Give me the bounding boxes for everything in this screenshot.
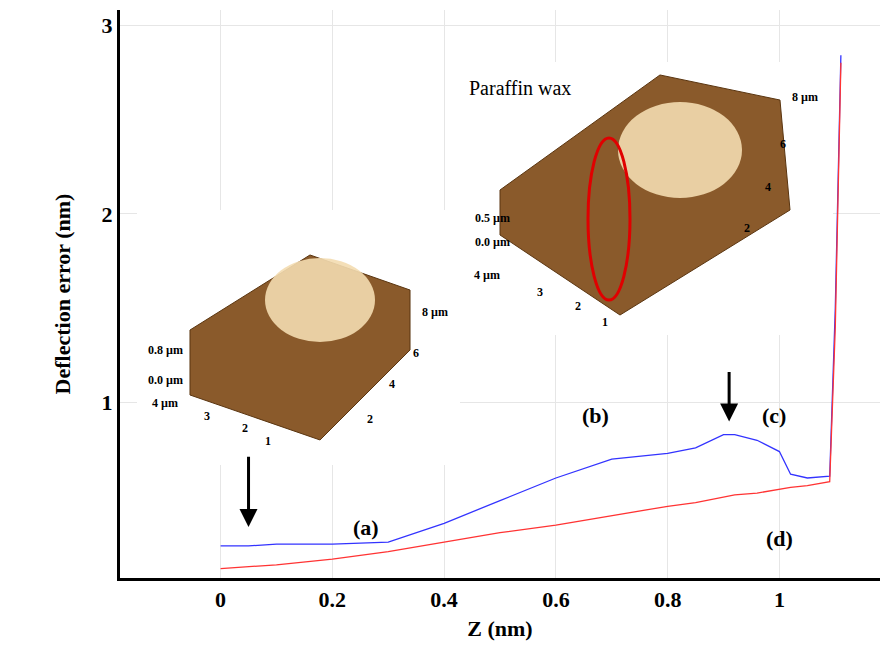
svg-text:0: 0 — [215, 587, 226, 612]
svg-text:(d): (d) — [766, 526, 793, 551]
svg-text:1: 1 — [774, 587, 785, 612]
svg-text:2: 2 — [367, 412, 373, 426]
svg-text:8 µm: 8 µm — [422, 305, 448, 319]
svg-text:2: 2 — [575, 299, 581, 313]
svg-text:0.0 µm: 0.0 µm — [475, 235, 510, 249]
svg-text:8 µm: 8 µm — [792, 90, 818, 104]
svg-text:1: 1 — [602, 315, 608, 329]
svg-text:0.8: 0.8 — [654, 587, 682, 612]
svg-text:4: 4 — [765, 180, 771, 194]
svg-text:Z (nm): Z (nm) — [467, 616, 532, 641]
svg-text:(c): (c) — [762, 403, 786, 428]
svg-text:4 µm: 4 µm — [152, 396, 178, 410]
svg-text:0.4: 0.4 — [430, 587, 458, 612]
svg-text:1: 1 — [265, 434, 271, 448]
svg-text:0.0 µm: 0.0 µm — [148, 373, 183, 387]
svg-text:2: 2 — [744, 221, 750, 235]
svg-text:0.2: 0.2 — [319, 587, 347, 612]
svg-text:6: 6 — [413, 346, 419, 360]
svg-text:1: 1 — [102, 390, 113, 415]
svg-text:Paraffin wax: Paraffin wax — [469, 77, 571, 99]
svg-text:3: 3 — [537, 285, 543, 299]
svg-text:4 µm: 4 µm — [474, 268, 500, 282]
svg-text:2: 2 — [242, 421, 248, 435]
svg-text:0.5 µm: 0.5 µm — [475, 211, 510, 225]
svg-text:6: 6 — [780, 137, 786, 151]
svg-text:(a): (a) — [353, 515, 379, 540]
svg-text:0.8 µm: 0.8 µm — [148, 343, 183, 357]
svg-text:Deflection error (nm): Deflection error (nm) — [50, 194, 75, 395]
svg-text:3: 3 — [204, 409, 210, 423]
svg-text:2: 2 — [102, 202, 113, 227]
svg-text:0.6: 0.6 — [542, 587, 570, 612]
svg-text:(b): (b) — [582, 403, 609, 428]
svg-text:4: 4 — [389, 377, 395, 391]
svg-text:3: 3 — [102, 13, 113, 38]
